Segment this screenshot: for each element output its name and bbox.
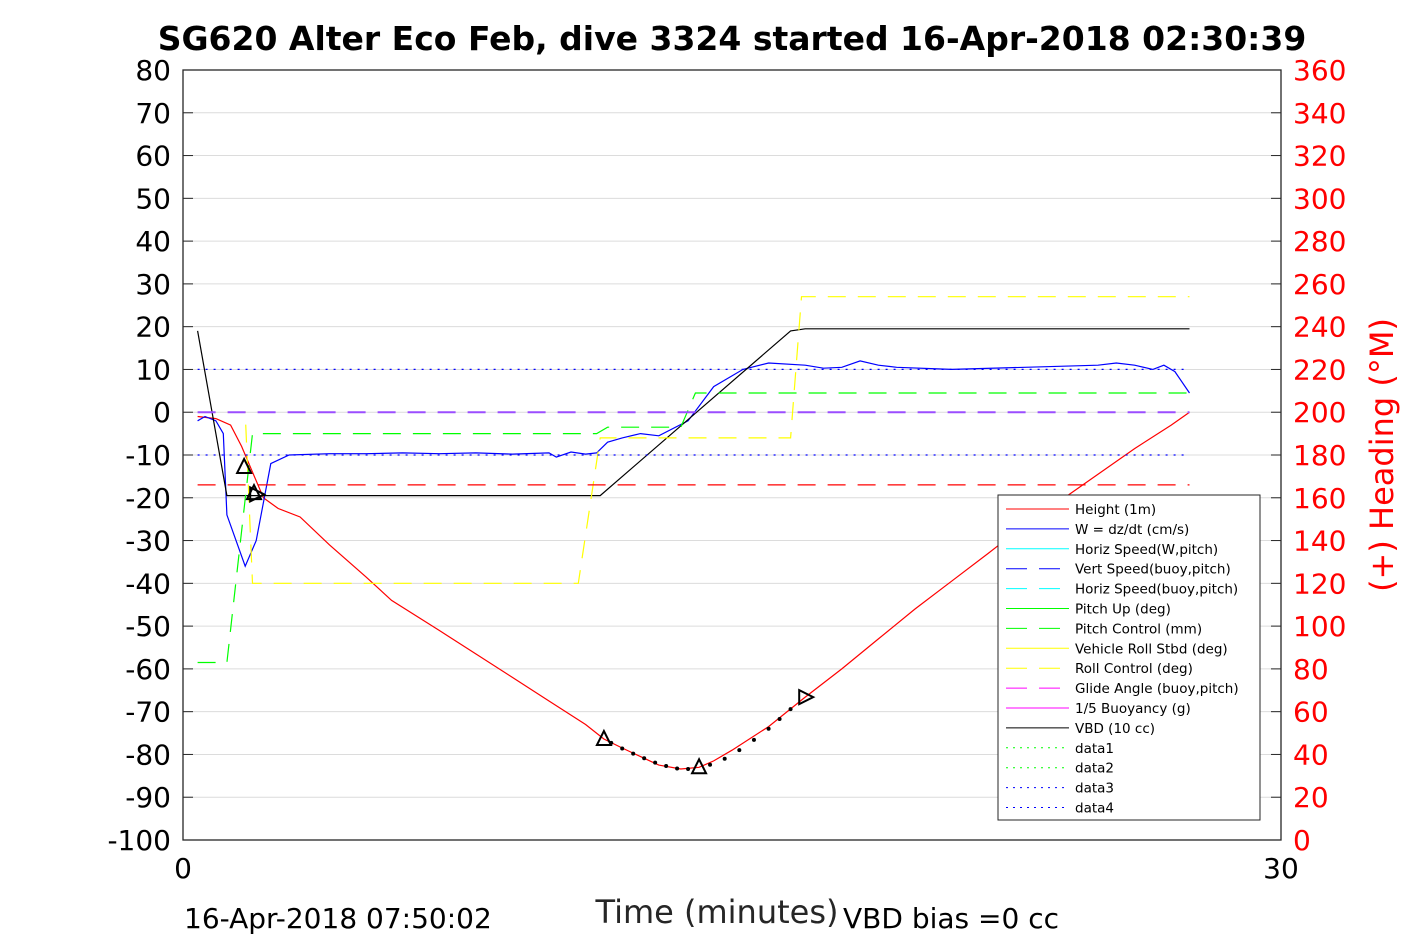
legend: Height (1m) W = dz/dt (cm/s) Horiz Speed(W…: [997, 494, 1261, 821]
dot-marker: [642, 756, 647, 761]
y-tick-label: -100: [107, 824, 171, 857]
y-right-tick-label: 320: [1293, 140, 1346, 173]
y-tick-label: -40: [125, 567, 171, 600]
y-tick-label: 0: [153, 396, 171, 429]
y-tick-label: 40: [135, 225, 171, 258]
legend-label: Horiz Speed(W,pitch): [1075, 542, 1218, 558]
y-right-tick-label: 140: [1293, 525, 1346, 558]
y-tick-label: -70: [125, 696, 171, 729]
y-right-tick-label: 80: [1293, 653, 1329, 686]
dot-marker: [722, 756, 727, 761]
y-tick-label: -20: [125, 482, 171, 515]
dot-marker: [751, 737, 756, 742]
y-tick-label: -50: [125, 610, 171, 643]
y-right-tick-label: 260: [1293, 268, 1346, 301]
dot-marker: [620, 746, 625, 751]
y-right-tick-label: 220: [1293, 353, 1346, 386]
right-axis-label: (+) Heading (°M): [1363, 318, 1401, 592]
series-line: [197, 411, 1190, 770]
dot-marker: [664, 763, 669, 768]
y-right-tick-label: 180: [1293, 439, 1346, 472]
legend-label: Vert Speed(buoy,pitch): [1075, 562, 1231, 578]
x-tick-0: 0: [174, 852, 192, 885]
legend-label: W = dz/dt (cm/s): [1075, 522, 1189, 538]
footer-vbd-bias: VBD bias =0 cc: [843, 902, 1059, 935]
legend-label: Horiz Speed(buoy,pitch): [1075, 582, 1238, 598]
dot-marker: [777, 716, 782, 721]
y-tick-label: 20: [135, 311, 171, 344]
y-right-tick-label: 280: [1293, 225, 1346, 258]
legend-label: Roll Control (deg): [1075, 661, 1193, 677]
legend-label: Glide Angle (buoy,pitch): [1075, 681, 1239, 697]
legend-label: Height (1m): [1075, 502, 1156, 518]
triangle-right-marker: [798, 688, 816, 706]
y-tick-label: -80: [125, 738, 171, 771]
triangle-right-marker: [249, 485, 267, 503]
legend-label: Pitch Control (mm): [1075, 621, 1202, 637]
y-tick-label: 60: [135, 140, 171, 173]
legend-label: data4: [1075, 801, 1114, 817]
y-right-tick-label: 360: [1293, 54, 1346, 87]
y-tick-label: -10: [125, 439, 171, 472]
y-right-tick-label: 240: [1293, 311, 1346, 344]
series-group: [197, 296, 1190, 770]
y-tick-label: -60: [125, 653, 171, 686]
x-tick-30: 30: [1263, 852, 1299, 885]
markers-group: [235, 456, 816, 775]
triangle-marker: [690, 757, 708, 775]
legend-label: VBD (10 cc): [1075, 721, 1155, 737]
y-right-tick-label: 60: [1293, 696, 1329, 729]
legend-label: data1: [1075, 741, 1114, 757]
dot-marker: [609, 740, 614, 745]
dot-marker: [653, 760, 658, 765]
y-right-tick-label: 200: [1293, 396, 1346, 429]
x-axis-label: Time (minutes): [595, 893, 839, 931]
dot-marker: [686, 766, 691, 771]
y-right-tick-label: 340: [1293, 97, 1346, 130]
y-tick-label: 70: [135, 97, 171, 130]
right-axis: 3603403203002802602402202001801601401201…: [1271, 54, 1346, 857]
legend-label: 1/5 Buoyancy (g): [1075, 701, 1191, 717]
chart-title: SG620 Alter Eco Feb, dive 3324 started 1…: [158, 19, 1307, 58]
footer-timestamp: 16-Apr-2018 07:50:02: [184, 902, 492, 935]
dot-marker: [766, 726, 771, 731]
dot-marker: [675, 766, 680, 771]
y-right-tick-label: 160: [1293, 482, 1346, 515]
y-tick-label: 30: [135, 268, 171, 301]
y-right-tick-label: 40: [1293, 738, 1329, 771]
y-tick-label: 10: [135, 353, 171, 386]
y-right-tick-label: 100: [1293, 610, 1346, 643]
y-tick-label: 80: [135, 54, 171, 87]
series-line: [197, 296, 1190, 584]
y-right-tick-label: 300: [1293, 182, 1346, 215]
legend-label: data3: [1075, 781, 1114, 797]
series-line: [197, 392, 1190, 664]
series-line: [197, 360, 1190, 568]
triangle-marker: [595, 728, 613, 747]
left-axis: 80 70 60 50 40 30 20 10 0 -10 -20 -30 -40 -50 -60 -70 -8…: [107, 54, 193, 857]
series-line: [197, 328, 1190, 497]
dot-marker: [737, 748, 742, 753]
dot-marker: [788, 707, 793, 712]
dot-marker: [631, 751, 636, 756]
triangle-marker: [235, 456, 253, 474]
y-right-tick-label: 0: [1293, 824, 1311, 857]
dot-marker: [708, 762, 713, 767]
legend-label: data2: [1075, 761, 1114, 777]
legend-label: Vehicle Roll Stbd (deg): [1075, 641, 1228, 657]
y-tick-label: -90: [125, 781, 171, 814]
legend-label: Pitch Up (deg): [1075, 602, 1171, 618]
y-right-tick-label: 120: [1293, 567, 1346, 600]
y-right-tick-label: 20: [1293, 781, 1329, 814]
y-tick-label: -30: [125, 525, 171, 558]
y-tick-label: 50: [135, 182, 171, 215]
